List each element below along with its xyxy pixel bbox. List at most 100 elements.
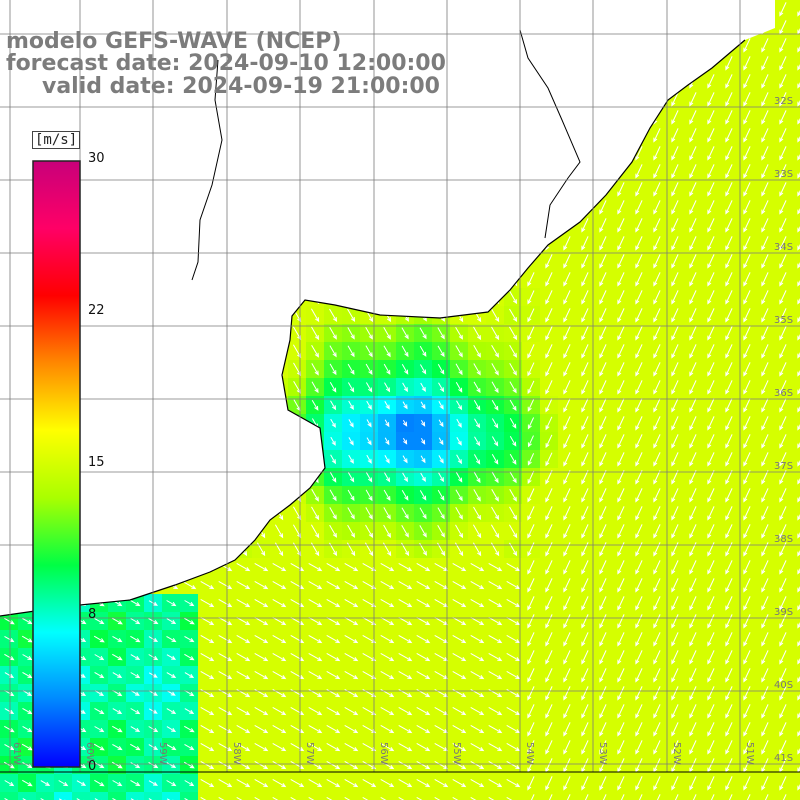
field-cell [792,324,800,342]
wind-arrow [545,722,553,737]
wind-arrow [671,470,679,485]
wind-arrow [653,686,661,701]
wind-arrow [725,650,733,665]
field-cell [792,684,800,702]
field-cell [324,792,342,800]
wind-arrow [491,454,499,465]
wind-arrow [563,254,571,269]
wind-arrow [725,614,733,629]
wind-arrow [761,74,769,89]
wind-arrow [290,778,305,788]
wind-arrow [218,598,233,608]
wind-arrow [347,472,355,483]
wind-arrow [599,740,607,755]
lon-label: 55W [451,742,462,765]
wind-arrow [329,308,338,322]
wind-arrow [545,290,553,305]
field-cell [792,468,800,486]
wind-arrow [710,794,715,800]
wind-arrow [437,507,445,520]
wind-arrow [725,452,733,467]
wind-arrow [779,344,787,359]
wind-arrow [779,488,787,503]
wind-arrow [635,254,643,269]
wind-arrow [506,760,521,770]
wind-arrow [488,670,503,680]
wind-arrow [365,345,373,358]
wind-arrow [743,488,751,503]
wind-arrow [707,344,715,359]
wind-arrow [635,506,643,521]
wind-arrow [617,488,625,503]
wind-arrow [218,634,233,644]
wind-arrow [218,616,233,626]
wind-arrow [398,742,413,752]
wind-arrow [689,344,697,359]
wind-arrow [707,614,715,629]
wind-arrow [308,796,315,800]
wind-arrow [218,760,233,770]
wind-arrow [689,380,697,395]
wind-arrow [329,472,337,483]
wind-arrow [743,92,751,107]
wind-arrow [779,704,787,719]
wind-arrow [488,580,503,590]
wind-arrow [311,326,320,341]
lon-label: 58W [231,742,242,765]
wind-arrow [635,578,643,593]
lat-label: 40S [774,680,793,691]
wind-arrow [545,740,553,755]
field-cell [792,504,800,522]
wind-arrow [398,598,413,608]
wind-arrow [380,706,395,716]
wind-arrow [563,434,571,449]
wind-arrow [326,562,341,572]
wind-arrow [488,616,503,626]
wind-arrow [779,218,787,233]
wind-arrow [581,506,589,521]
colorbar-tick: 0 [88,759,97,774]
wind-arrow [527,435,534,448]
field-cell [198,792,216,800]
wind-arrow [761,632,769,647]
wind-arrow [764,794,769,800]
wind-arrow [671,668,679,683]
wind-arrow [743,470,751,485]
wind-arrow [761,128,769,143]
wind-arrow [380,724,395,734]
field-cell [792,738,800,756]
wind-arrow [617,236,625,251]
wind-arrow [506,796,513,800]
wind-arrow [455,345,463,358]
wind-arrow [653,614,661,629]
wind-arrow [599,524,607,539]
wind-arrow [545,344,553,359]
wind-arrow [725,560,733,575]
wind-arrow [743,182,751,197]
wind-arrow [491,489,499,502]
wind-arrow [617,596,625,611]
wind-arrow [779,578,787,593]
wind-arrow [725,596,733,611]
wind-arrow [689,110,697,125]
wind-arrow [761,506,769,521]
wind-arrow [308,706,323,716]
field-cell [540,792,558,800]
wind-arrow [743,398,751,413]
wind-arrow [743,326,751,341]
wind-arrow [707,254,715,269]
wind-arrow [401,525,409,538]
wind-arrow [620,794,625,800]
wind-arrow [689,506,697,521]
wind-arrow [470,652,485,662]
field-cell [774,792,792,800]
wind-arrow [761,200,769,215]
wind-arrow [692,794,697,800]
field-cell [108,792,126,800]
wind-arrow [761,344,769,359]
wind-arrow [671,722,679,737]
wind-arrow [398,634,413,644]
wind-arrow [344,598,359,608]
wind-arrow [545,704,553,719]
